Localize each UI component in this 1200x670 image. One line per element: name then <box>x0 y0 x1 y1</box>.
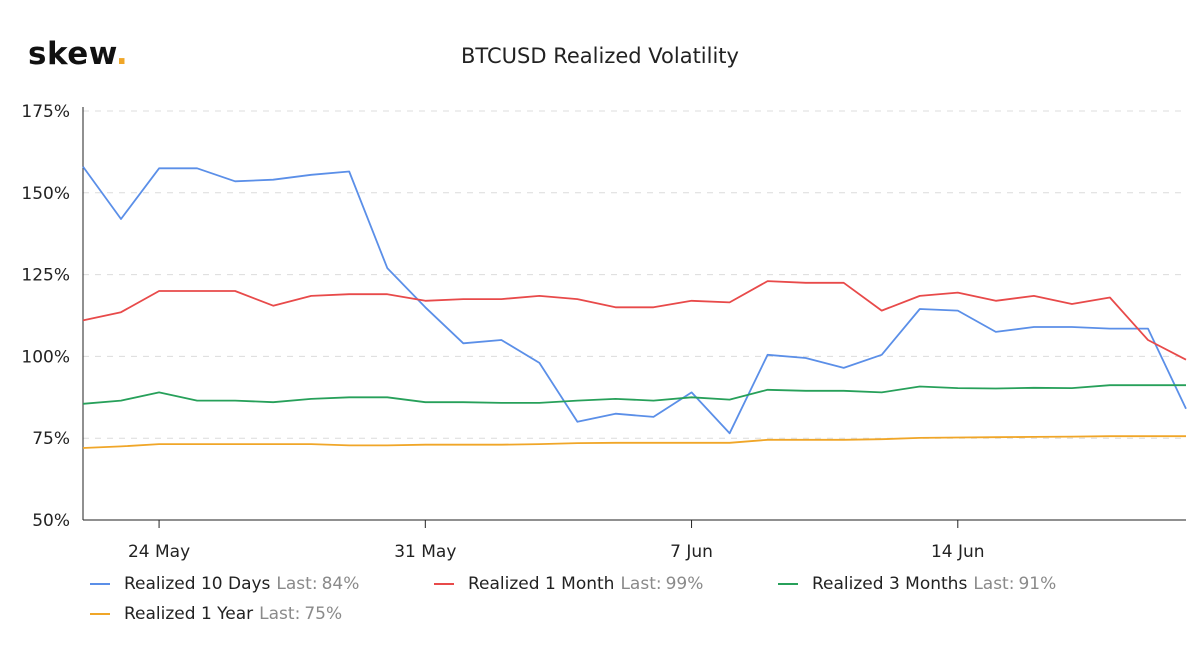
legend-label: Realized 10 Days <box>124 574 271 594</box>
chart-title: BTCUSD Realized Volatility <box>461 44 739 68</box>
series-line-realized-1-month <box>82 280 1187 361</box>
legend-item-realized-10-days[interactable]: Realized 10 Days Last: 84% <box>90 574 359 594</box>
skew-logo: skew. <box>28 36 128 72</box>
x-tick-label: 14 Jun <box>931 542 985 562</box>
grid-lines <box>83 110 1186 439</box>
x-tick-label: 24 May <box>128 542 190 562</box>
legend-last-label: Last: <box>973 574 1015 594</box>
legend-last-label: Last: <box>276 574 318 594</box>
legend-swatch <box>434 583 454 585</box>
x-tick-label: 31 May <box>394 542 456 562</box>
legend-last-label: Last: <box>259 604 301 624</box>
y-tick-label: 50% <box>32 511 70 531</box>
series-line-realized-10-days <box>82 166 1187 435</box>
y-tick-label: 100% <box>21 347 70 367</box>
x-axis: 24 May 31 May 7 Jun 14 Jun <box>83 519 1186 562</box>
legend-last-value: 99% <box>665 574 704 594</box>
y-tick-label: 150% <box>21 184 70 204</box>
legend-label: Realized 1 Year <box>124 604 254 624</box>
legend-last-value: 91% <box>1018 574 1057 594</box>
y-tick-label: 125% <box>21 266 70 286</box>
legend-item-realized-3-months[interactable]: Realized 3 Months Last: 91% <box>778 574 1056 594</box>
legend-swatch <box>90 583 110 585</box>
legend-label: Realized 3 Months <box>812 574 968 594</box>
y-tick-label: 75% <box>32 429 70 449</box>
legend-last-label: Last: <box>620 574 662 594</box>
series-line-realized-3-months <box>82 384 1186 405</box>
legend-item-realized-1-month[interactable]: Realized 1 Month Last: 99% <box>434 574 703 594</box>
legend-label: Realized 1 Month <box>468 574 615 594</box>
legend-swatch <box>778 583 798 585</box>
series-line-realized-1-year <box>82 435 1186 449</box>
series-lines <box>82 166 1187 449</box>
logo-dot: . <box>115 36 129 72</box>
legend-last-value: 84% <box>321 574 360 594</box>
y-tick-label: 175% <box>21 102 70 122</box>
legend-last-value: 75% <box>304 604 343 624</box>
y-axis: 50% 75% 100% 125% 150% 175% <box>21 102 84 531</box>
legend-item-realized-1-year[interactable]: Realized 1 Year Last: 75% <box>90 604 342 624</box>
logo-text: skew <box>28 36 116 72</box>
x-tick-label: 7 Jun <box>670 542 713 562</box>
legend-swatch <box>90 613 110 615</box>
